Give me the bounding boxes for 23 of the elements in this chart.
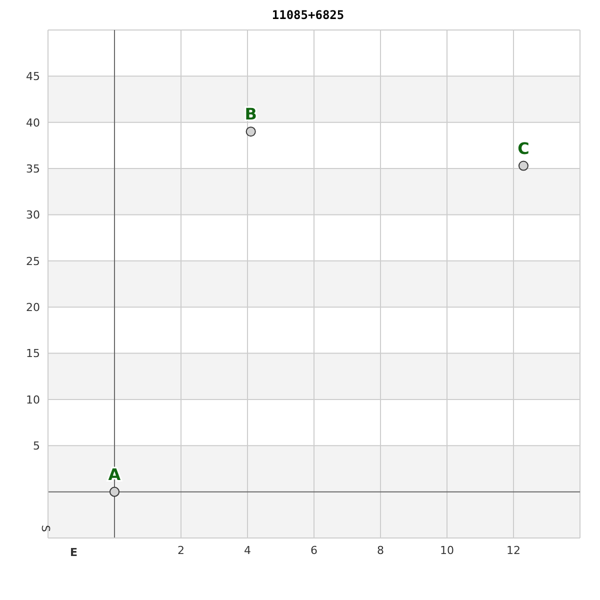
y-tick-label: 10 bbox=[26, 393, 40, 406]
y-tick-label: 40 bbox=[26, 116, 40, 130]
x-tick-label: 6 bbox=[310, 544, 318, 557]
x-axis-title: E bbox=[70, 546, 78, 559]
annotation: C bbox=[518, 138, 530, 158]
y-tick-label: 5 bbox=[33, 440, 40, 453]
y-tick-label: 15 bbox=[26, 347, 40, 360]
chart-title: 11085+6825 bbox=[270, 8, 346, 24]
point bbox=[246, 126, 256, 137]
x-tick-label: 10 bbox=[440, 544, 454, 557]
x-tick-label: 4 bbox=[244, 544, 251, 557]
y-tick-label: 25 bbox=[26, 254, 40, 268]
y-tick-label: 20 bbox=[26, 300, 40, 314]
y-tick-label: 35 bbox=[26, 162, 40, 176]
y-tick-label: 30 bbox=[26, 208, 40, 222]
y-axis-title: S bbox=[39, 525, 52, 532]
point bbox=[518, 160, 528, 171]
point bbox=[109, 486, 120, 497]
x-tick-label: 12 bbox=[506, 544, 520, 557]
x-tick-label: 2 bbox=[178, 544, 184, 557]
x-tick-label: 8 bbox=[377, 544, 384, 557]
annotation: B bbox=[244, 104, 257, 124]
y-tick-label: 45 bbox=[26, 70, 40, 84]
